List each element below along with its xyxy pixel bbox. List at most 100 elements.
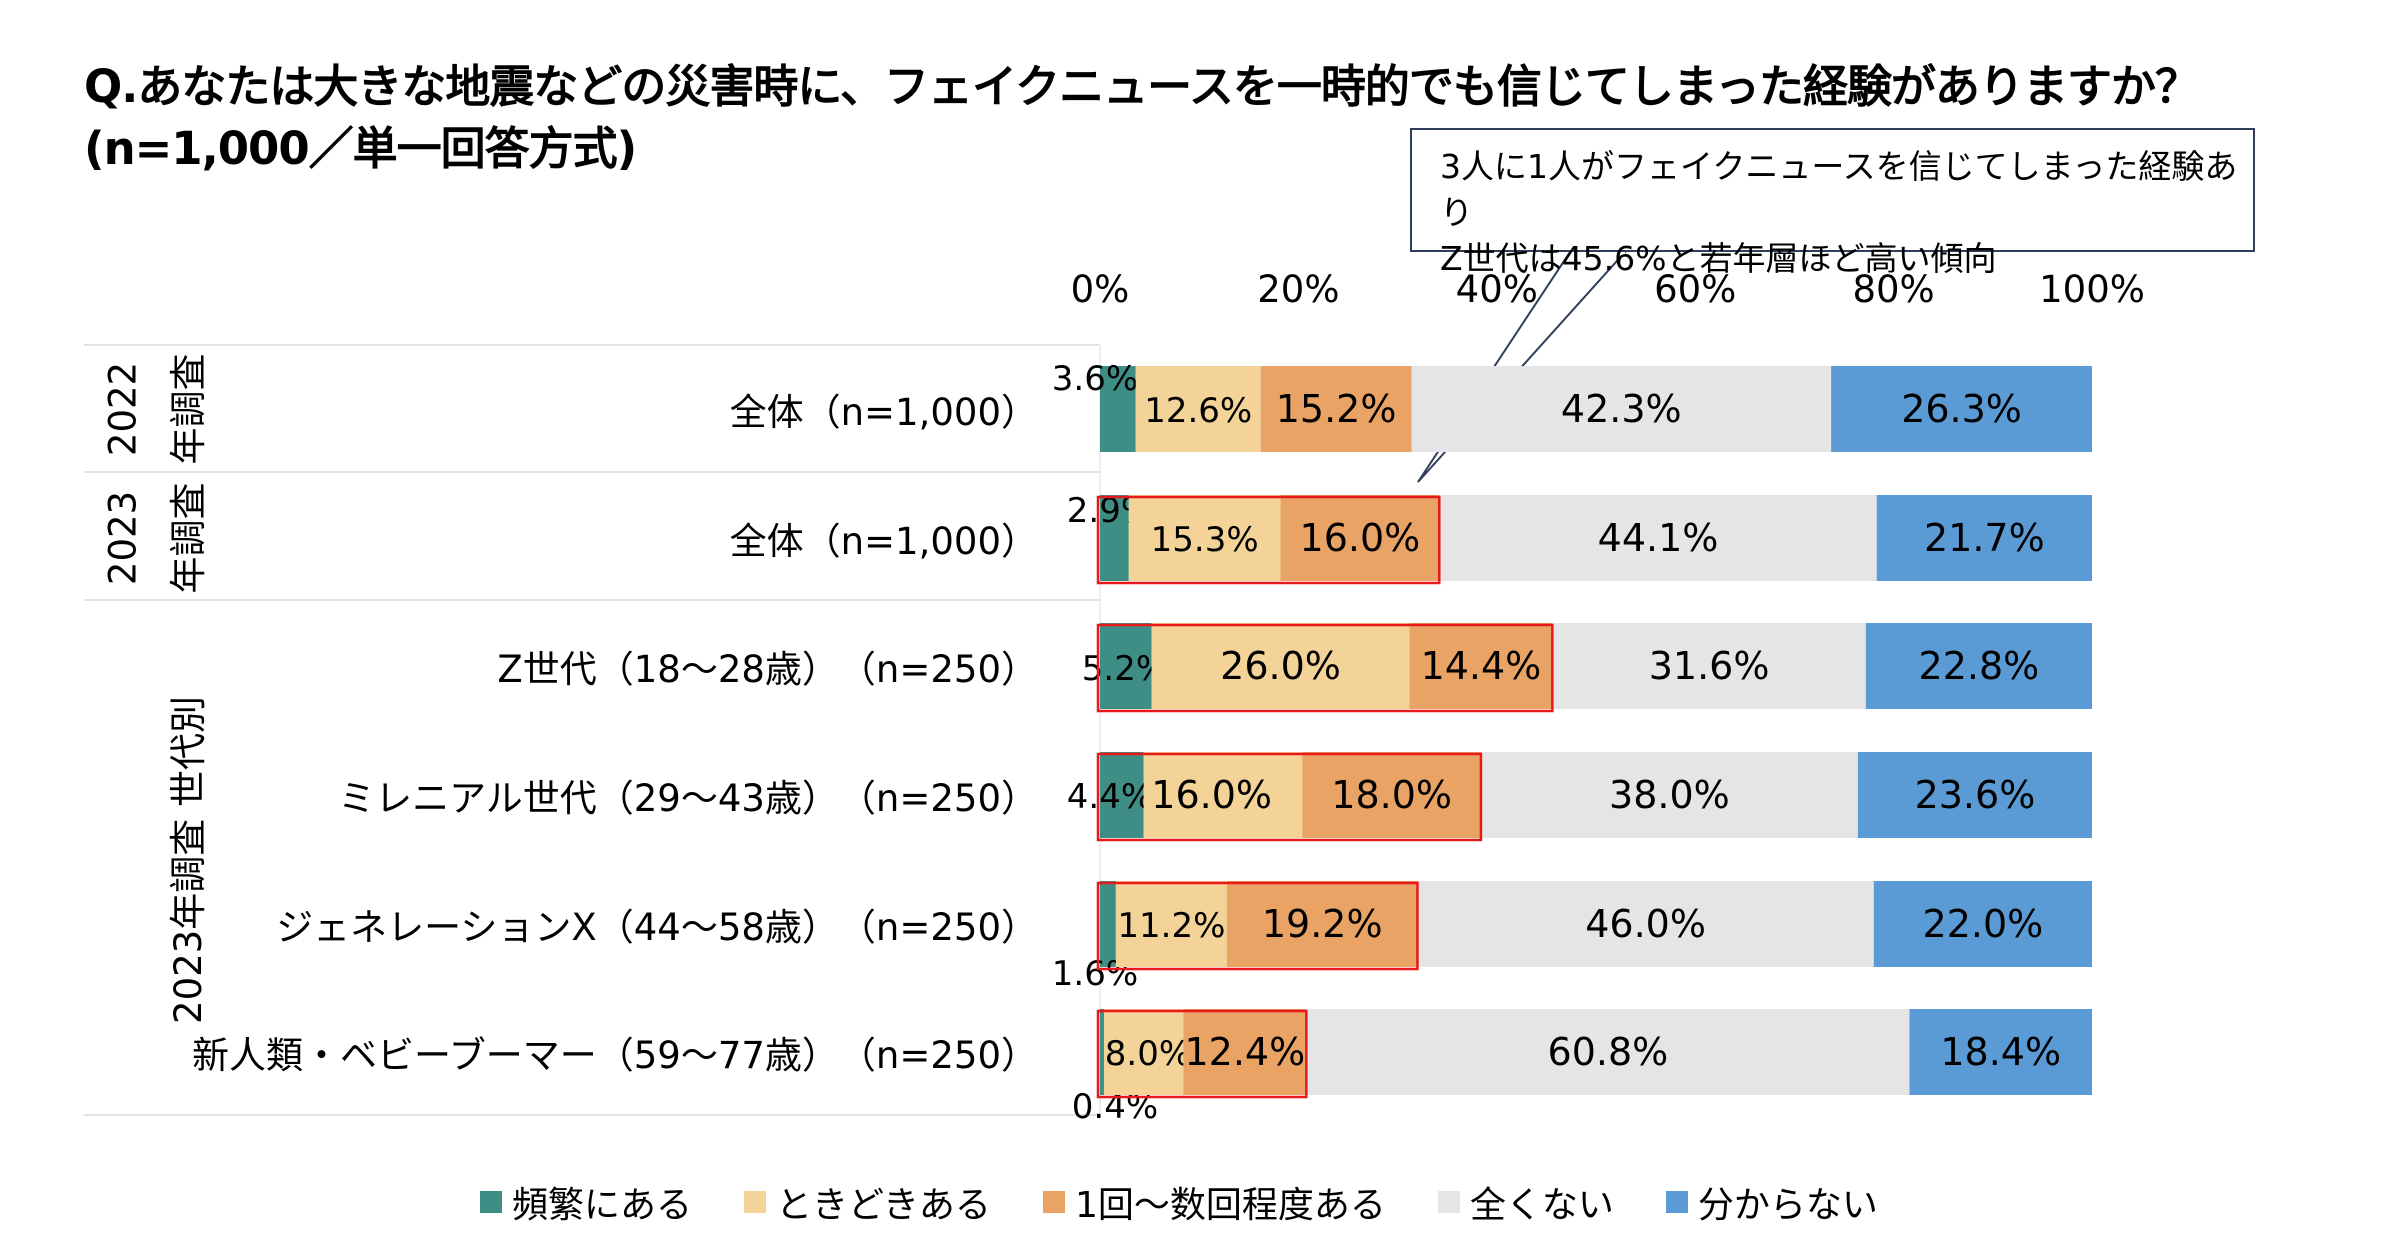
x-tick-label: 40% — [1456, 268, 1538, 311]
data-label: 3.6% — [1052, 359, 1138, 399]
chart-subtitle: (n=1,000／単一回答方式) — [84, 122, 637, 175]
data-label: 15.3% — [1151, 520, 1259, 560]
callout-line-1: 3人に1人がフェイクニュースを信じてしまった経験あり — [1440, 147, 2238, 232]
bar-segment — [1100, 623, 1152, 709]
data-label: 38.0% — [1609, 773, 1730, 817]
bar-segment — [1873, 881, 2092, 967]
bar-segment — [1260, 366, 1412, 452]
highlight-box — [1096, 1009, 1308, 1099]
group-label-2023-generation: 2023年調査 世代別 — [167, 696, 210, 1024]
data-label: 46.0% — [1585, 902, 1706, 946]
highlight-box — [1096, 752, 1483, 842]
bar-segment — [1409, 623, 1553, 709]
x-tick-label: 100% — [2039, 268, 2145, 311]
bar-segment — [1128, 495, 1281, 581]
row-label: 全体（n=1,000） — [729, 391, 1038, 434]
data-label: 18.0% — [1331, 773, 1452, 817]
highlight-box — [1096, 623, 1554, 713]
group-label-2023-year: 2023 — [101, 490, 145, 586]
bar-segment — [1306, 1009, 1910, 1095]
data-label: 21.7% — [1924, 516, 2045, 560]
row-label: ミレニアル世代（29～43歳） （n=250） — [338, 777, 1038, 820]
data-label: 31.6% — [1649, 644, 1770, 688]
data-label: 22.0% — [1923, 902, 2044, 946]
highlight-box — [1096, 495, 1441, 585]
row-label: ジェネレーションX（44～58歳） （n=250） — [276, 906, 1038, 949]
data-label: 16.0% — [1151, 773, 1272, 817]
data-label: 60.8% — [1548, 1030, 1669, 1074]
row-label: 新人類・ベビーブーマー（59～77歳） （n=250） — [191, 1034, 1038, 1077]
legend-swatch — [480, 1191, 502, 1213]
data-label: 26.0% — [1220, 644, 1341, 688]
bar-segment — [1100, 881, 1116, 967]
x-tick-label: 20% — [1257, 268, 1339, 311]
legend-label: ときどきある — [776, 1185, 991, 1226]
bar-segment — [1857, 752, 2092, 838]
row-label: 全体（n=1,000） — [729, 520, 1038, 563]
legend-swatch — [1042, 1191, 1065, 1213]
data-label: 12.4% — [1184, 1030, 1305, 1074]
legend: 頻繁にある ときどきある 1回～数回程度ある 全くない 分からない — [480, 1176, 1878, 1228]
legend-item: ときどきある — [744, 1176, 991, 1228]
data-label: 42.3% — [1561, 387, 1682, 431]
bar-segment — [1226, 881, 1418, 967]
highlight-box — [1096, 881, 1419, 971]
bar-segment — [1115, 881, 1227, 967]
bar-segment — [1411, 366, 1832, 452]
bar-segment — [1552, 623, 1866, 709]
bar-segment — [1439, 495, 1877, 581]
bar-segment — [1151, 623, 1410, 709]
group-label-2022-year: 2022 — [101, 361, 145, 457]
legend-label: 全くない — [1469, 1185, 1614, 1226]
data-label: 11.2% — [1117, 906, 1225, 946]
legend-swatch — [1437, 1191, 1460, 1213]
bar-segment — [1280, 495, 1440, 581]
data-label: 14.4% — [1421, 644, 1542, 688]
bar-segment — [1865, 623, 2092, 709]
bar-segment — [1100, 1009, 1104, 1095]
group-label-2023-survey: 年調査 — [167, 482, 210, 594]
legend-item: 全くない — [1437, 1176, 1614, 1228]
legend-label: 分からない — [1697, 1185, 1878, 1226]
data-label: 26.3% — [1901, 387, 2022, 431]
data-label: 16.0% — [1300, 516, 1421, 560]
bar-segment — [1302, 752, 1481, 838]
data-label: 23.6% — [1915, 773, 2036, 817]
legend-swatch — [744, 1191, 767, 1213]
bar-segment — [1876, 495, 2092, 581]
data-label: 12.6% — [1144, 391, 1252, 431]
legend-label: 頻繁にある — [512, 1185, 693, 1226]
legend-item: 1回～数回程度ある — [1042, 1176, 1386, 1228]
x-tick-label: 0% — [1071, 268, 1130, 311]
bar-segment — [1100, 752, 1144, 838]
data-label: 22.8% — [1919, 644, 2040, 688]
bar-segment — [1143, 752, 1303, 838]
x-tick-label: 60% — [1654, 268, 1736, 311]
legend-label: 1回～数回程度ある — [1074, 1185, 1386, 1226]
bar-segment — [1100, 366, 1136, 452]
bar-segment — [1909, 1009, 2092, 1095]
bar-segment — [1103, 1009, 1184, 1095]
chart-title: Q.あなたは大きな地震などの災害時に、フェイクニュースを一時的でも信じてしまった… — [84, 60, 2200, 113]
bar-segment — [1417, 881, 1874, 967]
data-label: 44.1% — [1598, 516, 1719, 560]
legend-item: 分からない — [1665, 1176, 1878, 1228]
data-label: 15.2% — [1276, 387, 1397, 431]
bar-segment — [1831, 366, 2092, 452]
data-label: 18.4% — [1940, 1030, 2061, 1074]
bar-segment — [1183, 1009, 1307, 1095]
legend-swatch — [1665, 1191, 1688, 1213]
bar-segment — [1480, 752, 1858, 838]
data-label: 8.0% — [1105, 1034, 1191, 1074]
bar-segment — [1135, 366, 1261, 452]
data-label: 4.4% — [1067, 777, 1153, 817]
callout-box: 3人に1人がフェイクニュースを信じてしまった経験あり Z世代は45.6%と若年層… — [1410, 128, 2255, 278]
bar-segment — [1100, 495, 1129, 581]
data-label: 19.2% — [1262, 902, 1383, 946]
group-label-2022-survey: 年調査 — [167, 353, 210, 465]
x-tick-label: 80% — [1852, 268, 1934, 311]
legend-item: 頻繁にある — [480, 1176, 692, 1228]
callout-line-2: Z世代は45.6%と若年層ほど高い傾向 — [1440, 239, 1997, 278]
row-label: Z世代（18～28歳） （n=250） — [497, 648, 1038, 691]
